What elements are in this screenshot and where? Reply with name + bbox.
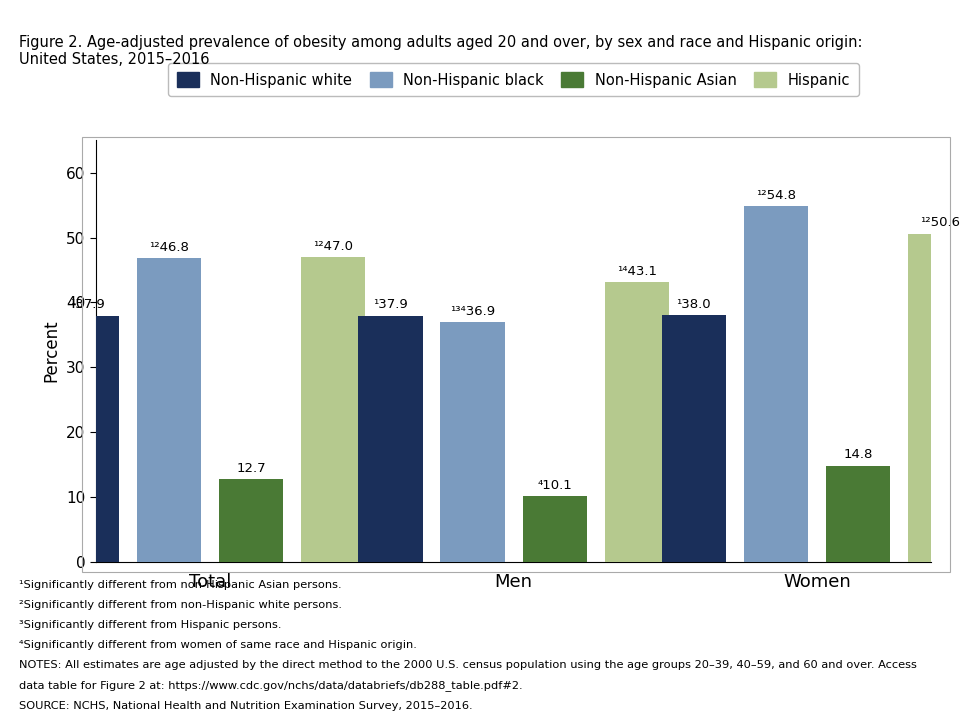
Bar	[301, 257, 366, 562]
Text: ⁴10.1: ⁴10.1	[538, 479, 572, 492]
Text: ¹²47.0: ¹²47.0	[313, 240, 353, 253]
Bar	[55, 316, 119, 562]
Text: United States, 2015–2016: United States, 2015–2016	[19, 52, 209, 67]
Text: ¹²54.8: ¹²54.8	[756, 189, 796, 202]
Text: ¹37.9: ¹37.9	[70, 299, 105, 312]
Text: ³Significantly different from Hispanic persons.: ³Significantly different from Hispanic p…	[19, 620, 281, 630]
Text: ¹²46.8: ¹²46.8	[149, 240, 189, 254]
Text: ¹⁴43.1: ¹⁴43.1	[616, 265, 657, 278]
Bar	[605, 282, 669, 562]
Text: ⁴Significantly different from women of same race and Hispanic origin.: ⁴Significantly different from women of s…	[19, 640, 417, 650]
Bar	[908, 234, 960, 562]
Bar	[441, 323, 505, 562]
Bar	[661, 315, 726, 562]
Text: SOURCE: NCHS, National Health and Nutrition Examination Survey, 2015–2016.: SOURCE: NCHS, National Health and Nutrit…	[19, 701, 473, 711]
Bar	[137, 258, 202, 562]
Text: ¹Significantly different from non-Hispanic Asian persons.: ¹Significantly different from non-Hispan…	[19, 580, 342, 590]
Y-axis label: Percent: Percent	[42, 320, 60, 382]
Text: 14.8: 14.8	[843, 448, 873, 461]
Text: ¹²50.6: ¹²50.6	[920, 216, 960, 229]
Text: 12.7: 12.7	[236, 462, 266, 474]
Bar	[219, 480, 283, 562]
Text: data table for Figure 2 at: https://www.cdc.gov/nchs/data/databriefs/db288_table: data table for Figure 2 at: https://www.…	[19, 680, 523, 691]
Text: NOTES: All estimates are age adjusted by the direct method to the 2000 U.S. cens: NOTES: All estimates are age adjusted by…	[19, 660, 917, 670]
Text: ²Significantly different from non-Hispanic white persons.: ²Significantly different from non-Hispan…	[19, 600, 342, 610]
Bar	[522, 496, 587, 562]
Text: Figure 2. Age-adjusted prevalence of obesity among adults aged 20 and over, by s: Figure 2. Age-adjusted prevalence of obe…	[19, 35, 863, 50]
Bar	[744, 207, 808, 562]
Bar	[826, 466, 890, 562]
Text: ¹³⁴36.9: ¹³⁴36.9	[450, 305, 495, 318]
Text: ¹38.0: ¹38.0	[677, 298, 711, 311]
Text: ¹37.9: ¹37.9	[373, 299, 408, 312]
Legend: Non-Hispanic white, Non-Hispanic black, Non-Hispanic Asian, Hispanic: Non-Hispanic white, Non-Hispanic black, …	[168, 63, 859, 96]
Bar	[358, 316, 422, 562]
